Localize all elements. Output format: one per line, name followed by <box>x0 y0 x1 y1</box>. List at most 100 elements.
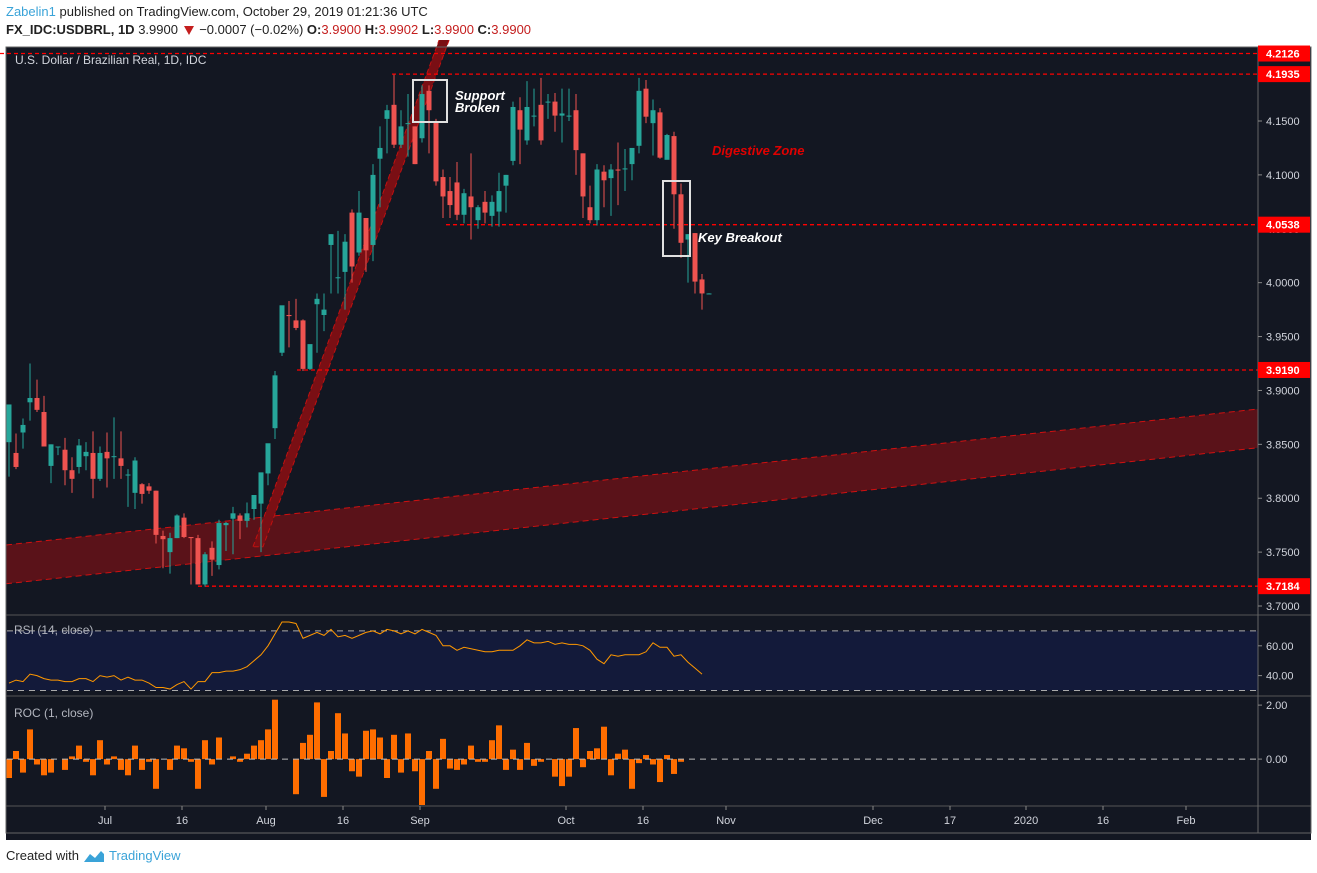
candle[interactable] <box>629 147 635 181</box>
candle[interactable] <box>279 305 285 356</box>
candle[interactable] <box>419 85 425 143</box>
candle[interactable] <box>552 92 558 132</box>
candle[interactable] <box>328 234 334 294</box>
price-level-badge[interactable] <box>1258 578 1310 595</box>
candle[interactable] <box>601 165 607 208</box>
candle[interactable] <box>174 514 180 539</box>
candle[interactable] <box>594 164 600 226</box>
price-level-badge[interactable] <box>1258 45 1310 62</box>
candle[interactable] <box>622 149 628 192</box>
candle[interactable] <box>566 88 572 121</box>
candle[interactable] <box>384 104 390 154</box>
price-level-badge[interactable] <box>1258 66 1310 83</box>
candle[interactable] <box>188 537 194 585</box>
candle[interactable] <box>160 530 166 569</box>
candle[interactable] <box>69 457 75 493</box>
candle[interactable] <box>475 205 481 229</box>
candle[interactable] <box>545 94 551 119</box>
candle[interactable] <box>405 94 411 157</box>
candle[interactable] <box>55 446 61 456</box>
candle[interactable] <box>104 432 110 488</box>
candle[interactable] <box>398 110 404 148</box>
candle[interactable] <box>559 88 565 143</box>
candle[interactable] <box>573 94 579 175</box>
candle[interactable] <box>300 319 306 372</box>
candle[interactable] <box>433 118 439 186</box>
candle[interactable] <box>181 513 187 539</box>
candle[interactable] <box>531 88 537 127</box>
candle[interactable] <box>202 552 208 587</box>
candle[interactable] <box>90 431 96 499</box>
candle[interactable] <box>286 300 292 348</box>
candle[interactable] <box>118 431 124 479</box>
candle[interactable] <box>48 444 54 484</box>
candle[interactable] <box>97 446 103 481</box>
candle[interactable] <box>510 101 516 166</box>
candle[interactable] <box>146 483 152 494</box>
candle[interactable] <box>293 298 299 331</box>
candle[interactable] <box>335 230 341 294</box>
candle[interactable] <box>678 183 684 258</box>
candle[interactable] <box>153 490 159 544</box>
candle[interactable] <box>83 442 89 471</box>
candle[interactable] <box>139 483 145 504</box>
candle[interactable] <box>538 77 544 145</box>
candle[interactable] <box>426 85 432 154</box>
price-level-badge[interactable] <box>1258 216 1310 233</box>
candle[interactable] <box>76 438 82 474</box>
candle[interactable] <box>615 142 621 206</box>
support-broken-box[interactable] <box>412 79 448 123</box>
candle[interactable] <box>356 191 362 256</box>
candle[interactable] <box>342 234 348 310</box>
candle[interactable] <box>125 469 131 507</box>
candle[interactable] <box>27 363 33 421</box>
candle[interactable] <box>307 344 313 370</box>
candle[interactable] <box>230 506 236 555</box>
candle[interactable] <box>468 153 474 240</box>
candle[interactable] <box>167 532 173 574</box>
candle[interactable] <box>650 99 656 156</box>
candle[interactable] <box>237 513 243 540</box>
candle[interactable] <box>608 164 614 216</box>
candle[interactable] <box>370 164 376 262</box>
candle[interactable] <box>706 293 712 295</box>
candle[interactable] <box>20 418 26 449</box>
steep-uptrend-channel[interactable] <box>252 40 455 548</box>
candle[interactable] <box>524 81 530 145</box>
author-link[interactable]: Zabelin1 <box>6 4 56 19</box>
key-breakout-box[interactable] <box>662 180 691 257</box>
candle[interactable] <box>412 126 418 165</box>
candle[interactable] <box>517 97 523 165</box>
roc-pane[interactable]: ROC (1, close) <box>6 699 1258 805</box>
rsi-pane[interactable]: RSI (14, close) <box>7 621 1258 692</box>
tradingview-brand-link[interactable]: TradingView <box>108 848 181 863</box>
candle[interactable] <box>496 172 502 227</box>
candle[interactable] <box>391 74 397 148</box>
candle[interactable] <box>440 169 446 219</box>
candle[interactable] <box>580 153 586 219</box>
candle[interactable] <box>6 404 12 477</box>
candle[interactable] <box>209 541 215 576</box>
candle[interactable] <box>41 395 47 447</box>
candle[interactable] <box>685 234 691 283</box>
candle[interactable] <box>349 209 355 283</box>
candle[interactable] <box>454 161 460 221</box>
candle[interactable] <box>216 519 222 570</box>
price-level-badge[interactable] <box>1258 361 1310 378</box>
candle[interactable] <box>244 502 250 528</box>
candle[interactable] <box>664 133 670 160</box>
candle[interactable] <box>62 437 68 486</box>
candle[interactable] <box>258 472 264 553</box>
candle[interactable] <box>447 177 453 219</box>
candle[interactable] <box>321 293 327 332</box>
candle[interactable] <box>223 521 229 552</box>
candle[interactable] <box>195 534 201 585</box>
candle[interactable] <box>377 126 383 208</box>
candle[interactable] <box>503 174 509 213</box>
candle[interactable] <box>13 433 19 470</box>
candle[interactable] <box>314 293 320 353</box>
rsi-line[interactable] <box>8 621 703 690</box>
candle[interactable] <box>251 494 257 520</box>
candle[interactable] <box>482 191 488 224</box>
